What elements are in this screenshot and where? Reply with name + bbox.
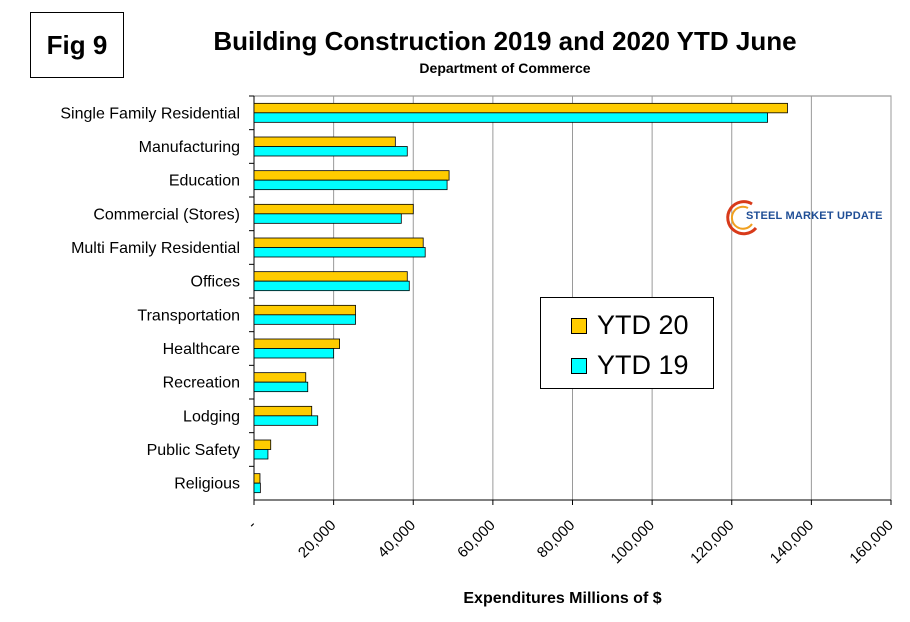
- category-label: Education: [169, 173, 240, 190]
- bar-ytd20: [253, 203, 414, 215]
- logo-text: STEEL MARKET UPDATE: [746, 210, 883, 222]
- legend-label-ytd19: YTD 19: [597, 350, 689, 380]
- category-label: Lodging: [183, 408, 240, 425]
- bar-ytd20: [253, 439, 272, 450]
- category-label: Manufacturing: [139, 139, 240, 156]
- x-tick-label: -: [244, 517, 260, 533]
- bar-ytd19: [253, 449, 269, 460]
- legend-label-ytd20: YTD 20: [597, 310, 689, 340]
- bar-ytd20: [253, 136, 396, 147]
- legend-swatch-ytd20: [571, 317, 587, 334]
- bar-ytd20: [253, 271, 408, 282]
- legend-item-ytd20: YTD 20: [571, 310, 689, 341]
- bar-ytd19: [253, 314, 356, 325]
- bar-ytd20: [253, 338, 340, 349]
- x-tick-label: 60,000: [454, 517, 498, 561]
- x-tick-label: 160,000: [846, 517, 896, 567]
- category-label: Single Family Residential: [60, 105, 240, 122]
- bar-ytd19: [253, 213, 402, 224]
- bar-ytd20: [253, 473, 261, 484]
- category-label: Public Safety: [147, 442, 240, 459]
- bar-ytd20: [253, 372, 307, 383]
- bar-ytd19: [253, 415, 319, 426]
- x-tick-label: 40,000: [375, 517, 419, 561]
- bar-ytd19: [253, 280, 410, 292]
- category-label: Offices: [191, 274, 241, 291]
- steel-market-update-logo: STEEL MARKET UPDATE: [722, 198, 882, 238]
- legend: YTD 20 YTD 19: [540, 297, 714, 389]
- category-label: Multi Family Residential: [71, 240, 240, 257]
- category-label: Religious: [174, 476, 240, 493]
- category-label: Healthcare: [163, 341, 240, 358]
- bar-ytd20: [253, 237, 424, 248]
- bar-ytd19: [253, 179, 448, 191]
- category-label: Recreation: [163, 375, 240, 392]
- x-axis-title: Expenditures Millions of $: [463, 590, 661, 607]
- bar-ytd19: [253, 247, 426, 258]
- chart-subtitle: Department of Commerce: [419, 60, 591, 76]
- bar-ytd19: [253, 112, 768, 123]
- logo-swoosh-icon: [726, 200, 758, 236]
- category-label: Transportation: [137, 307, 240, 324]
- figure-label: Fig 9: [30, 12, 124, 78]
- bar-ytd20: [253, 170, 450, 181]
- x-tick-label: 20,000: [295, 517, 339, 561]
- bar-ytd20: [253, 304, 356, 316]
- bar-ytd19: [253, 381, 309, 393]
- x-tick-label: 100,000: [608, 517, 658, 567]
- bar-ytd19: [253, 482, 261, 494]
- bar-ytd20: [253, 405, 313, 417]
- x-tick-label: 120,000: [687, 517, 737, 567]
- bar-ytd19: [253, 348, 335, 359]
- bar-ytd20: [253, 102, 788, 114]
- chart-title: Building Construction 2019 and 2020 YTD …: [213, 26, 797, 56]
- legend-swatch-ytd19: [571, 357, 587, 374]
- x-tick-label: 140,000: [767, 517, 817, 567]
- category-label: Commercial (Stores): [93, 206, 240, 223]
- x-tick-label: 80,000: [534, 517, 578, 561]
- bar-ytd19: [253, 146, 408, 157]
- legend-item-ytd19: YTD 19: [571, 350, 689, 381]
